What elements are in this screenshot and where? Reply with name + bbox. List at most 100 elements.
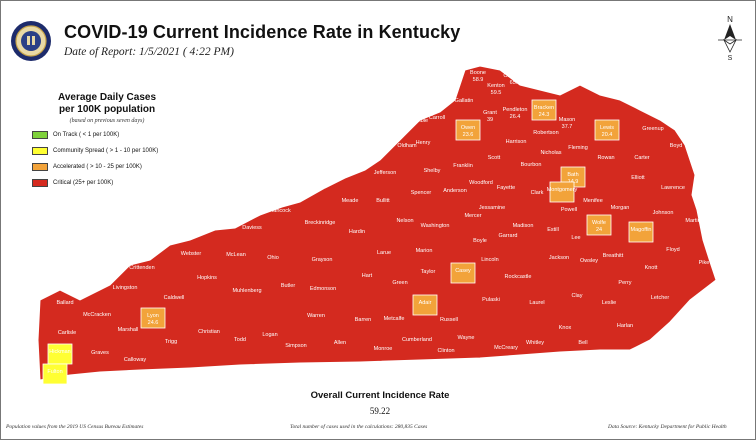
county-christian: Christian (198, 329, 220, 335)
county-name-label: Garrard (499, 233, 518, 239)
county-name-label: Crittenden (129, 265, 154, 271)
county-name-label: Bell (578, 340, 587, 346)
county-name-label: Adair (419, 300, 432, 306)
county-morgan: Morgan (611, 205, 630, 211)
county-name-label: Muhlenberg (232, 288, 261, 294)
county-adair: Adair (412, 294, 438, 316)
county-name-label: Wayne (458, 335, 475, 341)
county-oldham: Oldham (397, 143, 417, 149)
county-name-label: Johnson (653, 210, 674, 216)
county-name-label: Union (161, 232, 175, 238)
county-name-label: Hardin (349, 229, 365, 235)
county-name-label: Elliott (631, 175, 645, 181)
county-allen: Allen (334, 340, 346, 346)
county-casey: Casey (450, 262, 476, 284)
county-lee: Lee (571, 235, 580, 241)
county-clark: Clark (531, 190, 544, 196)
county-name-label: Jefferson (374, 170, 397, 176)
county-graves: Graves (91, 350, 109, 356)
county-name-label: Monroe (374, 346, 393, 352)
county-name-label: Floyd (666, 247, 679, 253)
svg-text:N: N (727, 15, 733, 24)
legend-title: Average Daily Cases per 100K population (32, 92, 182, 116)
county-whitley: Whitley (526, 340, 544, 346)
report-date: Date of Report: 1/5/2021 ( 4:22 PM) (64, 46, 234, 58)
county-name-label: Hickman (49, 349, 70, 355)
county-rate-value: 59.5 (491, 90, 502, 96)
county-cumberland: Cumberland (402, 337, 432, 343)
county-carlisle: Carlisle (58, 330, 76, 336)
county-barren: Barren (355, 317, 372, 323)
county-name-label: Pulaski (482, 297, 500, 303)
county-gallatin: Gallatin (455, 98, 474, 104)
county-name-label: Livingston (113, 285, 138, 291)
county-montgomery: Montgomery (547, 181, 578, 203)
map-legend: Average Daily Cases per 100K population … (32, 92, 182, 188)
legend-title-line2: per 100K population (58, 104, 156, 115)
county-marshall: Marshall (118, 327, 139, 333)
map-title: COVID-19 Current Incidence Rate in Kentu… (64, 22, 461, 42)
county-lawrence: Lawrence (661, 185, 685, 191)
county-larue: Larue (377, 250, 391, 256)
county-name-label: Scott (488, 155, 501, 161)
county-scott: Scott (488, 155, 501, 161)
county-fill (586, 214, 612, 236)
county-boyle: Boyle (473, 238, 487, 244)
county-wayne: Wayne (458, 335, 475, 341)
county-boyd: Boyd (670, 143, 683, 149)
county-layer: Boone58.9Kenton59.5Campbell65.7GallatinG… (42, 70, 709, 385)
county-franklin: Franklin (453, 163, 473, 169)
county-fill (628, 221, 654, 243)
county-rate-value: 23.6 (463, 132, 474, 138)
legend-label: On Track ( < 1 per 100K) (53, 131, 120, 138)
county-crittenden: Crittenden (129, 265, 154, 271)
county-name-label: Nicholas (540, 150, 561, 156)
county-fill (412, 294, 438, 316)
county-madison: Madison (513, 223, 534, 229)
county-name-label: Edmonson (310, 286, 336, 292)
county-name-label: Bracken (534, 105, 554, 111)
county-leslie: Leslie (602, 300, 616, 306)
data-source-note: Data Source: Kentucky Department for Pub… (608, 424, 727, 430)
county-name-label: Green (392, 280, 407, 286)
county-name-label: Morgan (611, 205, 630, 211)
county-name-label: Robertson (533, 130, 558, 136)
county-fill (594, 119, 620, 141)
county-name-label: Henry (416, 140, 431, 146)
county-henry: Henry (416, 140, 431, 146)
county-todd: Todd (234, 337, 246, 343)
county-fayette: Fayette (497, 185, 515, 191)
county-meade: Meade (342, 198, 359, 204)
county-name-label: Owsley (580, 258, 598, 264)
county-name-label: Warren (307, 313, 325, 319)
county-logan: Logan (262, 332, 277, 338)
county-name-label: Webster (181, 251, 202, 257)
population-source-note: Population values from the 2019 US Censu… (6, 424, 144, 430)
county-jackson: Jackson (549, 255, 569, 261)
county-name-label: Harlan (617, 323, 633, 329)
county-carter: Carter (634, 155, 649, 161)
county-name-label: Anderson (443, 188, 467, 194)
legend-swatch (32, 162, 48, 171)
county-name-label: Clinton (437, 348, 454, 354)
svg-text:S: S (728, 55, 733, 62)
county-washington: Washington (421, 223, 450, 229)
county-perry: Perry (618, 280, 631, 286)
county-name-label: Marion (416, 248, 433, 254)
county-estill: Estill (547, 227, 559, 233)
county-mercer: Mercer (464, 213, 481, 219)
county-name-label: Hopkins (197, 275, 217, 281)
county-fill (140, 307, 166, 329)
county-name-label: Leslie (602, 300, 616, 306)
county-nelson: Nelson (396, 218, 413, 224)
county-martin: Martin (685, 218, 700, 224)
county-nicholas: Nicholas (540, 150, 561, 156)
county-menifee: Menifee (583, 198, 603, 204)
county-name-label: Calloway (124, 357, 147, 363)
legend-label: Community Spread ( > 1 - 10 per 100K) (53, 147, 159, 154)
